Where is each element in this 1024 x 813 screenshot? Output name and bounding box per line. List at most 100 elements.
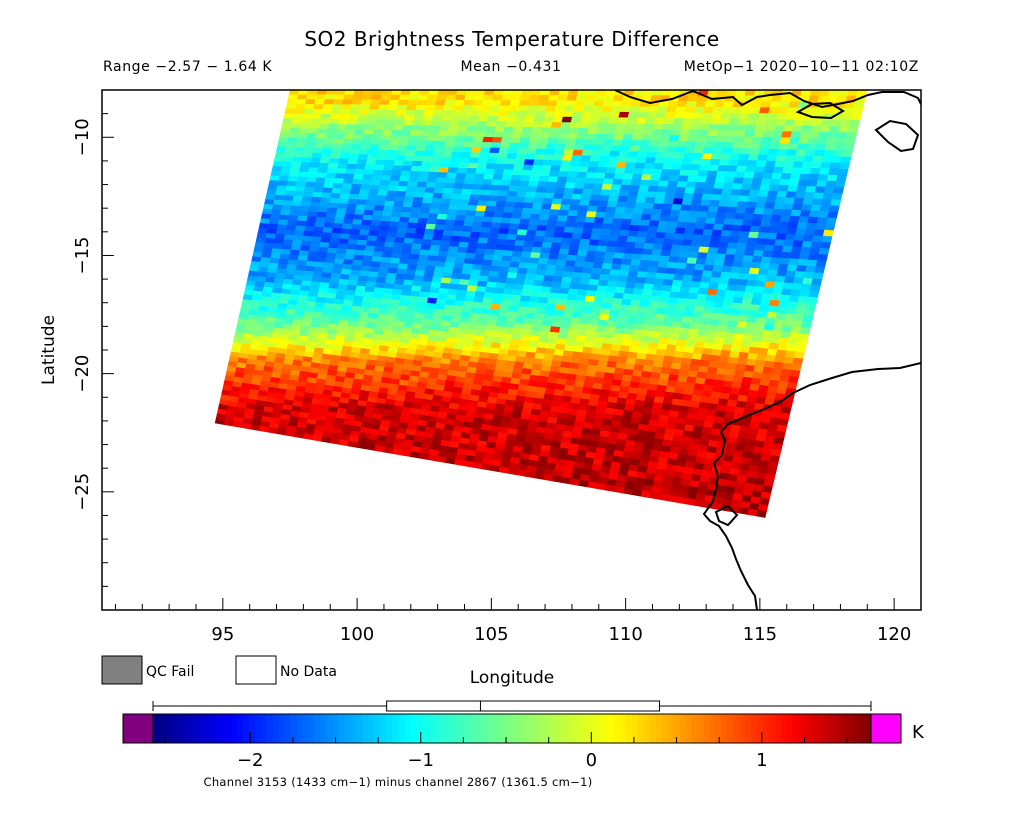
- swath-cell: [813, 192, 825, 200]
- swath-cell: [835, 174, 848, 183]
- swath-cell: [419, 249, 431, 256]
- swath-cell: [497, 153, 509, 160]
- swath-cell: [558, 90, 570, 96]
- swath-cell: [378, 144, 390, 151]
- swath-cell: [520, 213, 532, 220]
- swath-cell: [391, 170, 403, 177]
- swath-cell: [735, 207, 747, 215]
- swath-cell: [476, 242, 488, 250]
- colorbar-segment: [709, 714, 717, 743]
- swath-cell: [649, 491, 661, 500]
- swath-cell: [521, 126, 534, 134]
- swath-cell: [393, 160, 405, 167]
- swath-cell: [817, 174, 829, 182]
- colorbar-segment: [320, 714, 328, 743]
- swath-cell: [769, 101, 782, 108]
- swath-cell: [750, 298, 763, 306]
- swath-cell: [713, 101, 726, 108]
- swath-cell: [791, 125, 804, 133]
- swath-cell: [734, 248, 746, 256]
- swath-cell: [579, 199, 591, 207]
- swath-cell: [761, 214, 773, 222]
- swath-cell: [627, 270, 639, 278]
- swath-cell: [366, 194, 378, 201]
- swath-cell: [803, 271, 815, 280]
- swath-cell: [490, 222, 502, 229]
- swath-cell: [567, 210, 579, 217]
- swath-cell: [537, 258, 549, 266]
- swath-cell: [520, 251, 532, 259]
- swath-cell: [294, 225, 306, 232]
- swath-cell: [554, 187, 566, 195]
- swath-cell: [441, 193, 453, 200]
- swath-cell: [736, 124, 748, 132]
- swath-cell: [563, 265, 575, 273]
- swath-cell: [762, 130, 775, 138]
- swath-cell: [596, 482, 608, 491]
- swath-cell: [705, 252, 718, 261]
- swath-cell: [258, 425, 270, 433]
- swath-cell: [474, 90, 486, 96]
- swath-cell: [807, 216, 819, 224]
- swath-cell: [643, 202, 655, 210]
- swath-cell: [748, 113, 760, 120]
- swath-cell: [654, 313, 666, 321]
- swath-cell: [468, 157, 480, 164]
- swath-cell: [808, 210, 821, 218]
- swath-cell: [711, 188, 724, 196]
- swath-cell: [516, 148, 529, 155]
- swath-cell: [687, 251, 699, 259]
- swath-cell: [409, 212, 421, 219]
- swath-cell: [750, 142, 762, 150]
- swath-cell: [818, 131, 830, 139]
- swath-cell: [414, 109, 426, 116]
- swath-cell: [781, 325, 793, 334]
- swath-cell: [346, 203, 358, 210]
- swath-cell: [342, 99, 354, 105]
- swath-cell: [572, 266, 585, 274]
- swath-cell: [658, 493, 670, 502]
- swath-cell: [343, 133, 355, 140]
- y-axis-label: Latitude: [39, 315, 59, 385]
- swath-cell: [573, 144, 585, 151]
- swath-cell: [388, 139, 400, 146]
- swath-cell: [745, 243, 757, 251]
- swath-cell: [756, 509, 768, 518]
- swath-cell: [403, 196, 415, 203]
- swath-cell: [708, 124, 720, 131]
- swath-cell: [581, 227, 594, 235]
- swath-cell: [379, 139, 391, 146]
- swath-cell: [343, 173, 355, 180]
- swath-cell: [610, 184, 622, 191]
- swath-cell: [811, 161, 823, 169]
- swath-cell: [527, 224, 539, 232]
- swath-cell: [793, 197, 805, 205]
- swath-cell: [512, 207, 524, 214]
- y-tick-label: −15: [72, 237, 93, 275]
- swath-cell: [734, 130, 747, 138]
- swath-cell: [487, 195, 499, 202]
- swath-cell: [591, 106, 604, 113]
- swath-cell: [286, 99, 298, 105]
- swath-cell: [789, 332, 801, 341]
- swath-cell: [602, 139, 614, 146]
- swath-cell: [402, 201, 414, 208]
- swath-cell: [502, 212, 514, 219]
- swath-cell: [533, 116, 545, 123]
- swath-cell: [710, 235, 722, 243]
- swath-cell: [336, 163, 348, 170]
- swath-cell: [449, 198, 461, 206]
- colorbar-segment: [739, 714, 746, 743]
- swath-cell: [516, 469, 528, 477]
- swath-cell: [754, 166, 766, 174]
- swath-cell: [473, 253, 486, 261]
- swath-cell: [507, 148, 519, 155]
- swath-cell: [802, 314, 814, 323]
- swath-cell: [633, 168, 645, 175]
- swath-cell: [508, 185, 520, 192]
- swath-cell: [317, 207, 329, 214]
- swath-cell: [306, 133, 318, 139]
- swath-cell: [663, 117, 675, 125]
- swath-cell: [689, 123, 702, 131]
- swath-cell: [399, 94, 411, 101]
